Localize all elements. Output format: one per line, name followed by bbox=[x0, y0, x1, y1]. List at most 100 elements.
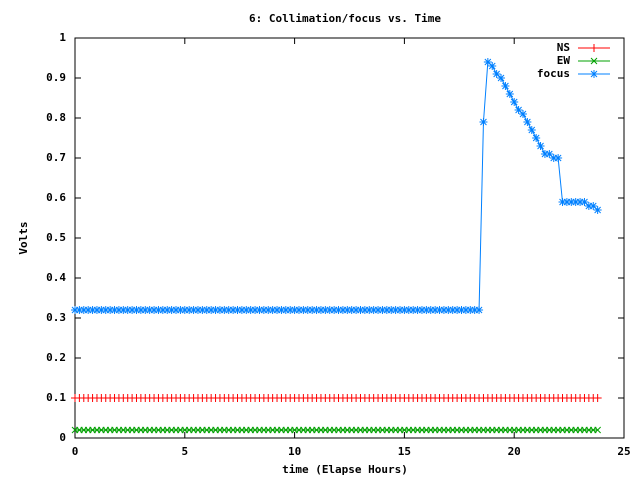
data-point bbox=[492, 70, 501, 78]
data-point bbox=[514, 106, 523, 114]
plot-frame bbox=[74, 37, 625, 439]
data-point bbox=[97, 306, 106, 314]
y-tick-label: 0.6 bbox=[46, 191, 66, 204]
data-point bbox=[92, 306, 101, 314]
data-point bbox=[536, 142, 545, 150]
data-point bbox=[233, 306, 242, 314]
data-point bbox=[356, 306, 365, 314]
x-tick-label: 10 bbox=[288, 445, 301, 458]
data-point bbox=[475, 306, 484, 314]
legend-label: NS bbox=[557, 41, 570, 54]
data-point bbox=[88, 306, 97, 314]
y-tick-label: 0.5 bbox=[46, 231, 66, 244]
data-point bbox=[523, 118, 532, 126]
data-point bbox=[439, 306, 448, 314]
data-point bbox=[303, 306, 312, 314]
data-point bbox=[580, 198, 589, 206]
data-point bbox=[510, 98, 519, 106]
data-point bbox=[532, 134, 541, 142]
series-line bbox=[75, 60, 598, 311]
data-point bbox=[180, 306, 189, 314]
data-point bbox=[211, 306, 220, 314]
data-point bbox=[189, 306, 198, 314]
data-point bbox=[84, 306, 93, 314]
data-point bbox=[176, 306, 185, 314]
y-tick-label: 1 bbox=[59, 31, 66, 44]
data-point bbox=[483, 58, 492, 66]
data-point bbox=[549, 154, 558, 162]
data-point bbox=[136, 306, 145, 314]
y-tick-label: 0.1 bbox=[46, 391, 66, 404]
data-point bbox=[163, 306, 172, 314]
data-point bbox=[453, 306, 462, 314]
data-point bbox=[545, 150, 554, 158]
data-point bbox=[501, 82, 510, 90]
data-point bbox=[387, 306, 396, 314]
data-point bbox=[277, 306, 286, 314]
data-point bbox=[466, 306, 475, 314]
data-point bbox=[540, 150, 549, 158]
y-tick-label: 0 bbox=[59, 431, 66, 444]
data-point bbox=[382, 306, 391, 314]
data-point bbox=[444, 306, 453, 314]
legend-label: focus bbox=[537, 67, 570, 80]
data-point bbox=[571, 198, 580, 206]
data-point bbox=[497, 74, 506, 82]
data-point bbox=[448, 306, 457, 314]
y-tick-label: 0.4 bbox=[46, 271, 66, 284]
data-point bbox=[154, 306, 163, 314]
data-point bbox=[334, 306, 343, 314]
data-point bbox=[150, 306, 159, 314]
data-point bbox=[237, 306, 246, 314]
data-point bbox=[589, 202, 598, 210]
data-point bbox=[352, 306, 361, 314]
data-point bbox=[207, 306, 216, 314]
data-point bbox=[457, 306, 466, 314]
y-tick-label: 0.2 bbox=[46, 351, 66, 364]
data-point bbox=[435, 306, 444, 314]
data-point bbox=[562, 198, 571, 206]
data-point bbox=[316, 306, 325, 314]
data-point bbox=[215, 306, 224, 314]
legend-marker bbox=[590, 44, 598, 52]
data-point bbox=[145, 306, 154, 314]
data-point bbox=[417, 306, 426, 314]
data-point bbox=[527, 126, 536, 134]
data-point bbox=[246, 306, 255, 314]
data-point bbox=[365, 306, 374, 314]
chart-title: 6: Collimation/focus vs. Time bbox=[249, 12, 441, 25]
data-point bbox=[593, 394, 602, 402]
data-point bbox=[374, 306, 383, 314]
data-point bbox=[409, 306, 418, 314]
data-point bbox=[294, 306, 303, 314]
data-point bbox=[229, 306, 238, 314]
data-point bbox=[202, 306, 211, 314]
data-point bbox=[584, 202, 593, 210]
data-point bbox=[101, 306, 110, 314]
data-point bbox=[554, 154, 563, 162]
data-point bbox=[259, 306, 268, 314]
y-tick-label: 0.9 bbox=[46, 71, 66, 84]
data-point bbox=[119, 306, 128, 314]
data-point bbox=[123, 306, 132, 314]
data-point bbox=[75, 306, 84, 314]
data-point bbox=[378, 306, 387, 314]
data-point bbox=[224, 306, 233, 314]
data-point bbox=[128, 306, 137, 314]
data-point bbox=[396, 306, 405, 314]
data-point bbox=[110, 306, 119, 314]
data-point bbox=[79, 306, 88, 314]
x-tick-label: 15 bbox=[398, 445, 411, 458]
x-tick-label: 25 bbox=[617, 445, 630, 458]
data-point bbox=[369, 306, 378, 314]
data-point bbox=[594, 426, 602, 434]
data-point bbox=[488, 62, 497, 70]
x-tick-label: 5 bbox=[181, 445, 188, 458]
data-point bbox=[422, 306, 431, 314]
data-point bbox=[505, 90, 514, 98]
data-point bbox=[426, 306, 435, 314]
x-axis-label: time (Elapse Hours) bbox=[282, 463, 408, 476]
data-point bbox=[391, 306, 400, 314]
y-tick-label: 0.3 bbox=[46, 311, 66, 324]
